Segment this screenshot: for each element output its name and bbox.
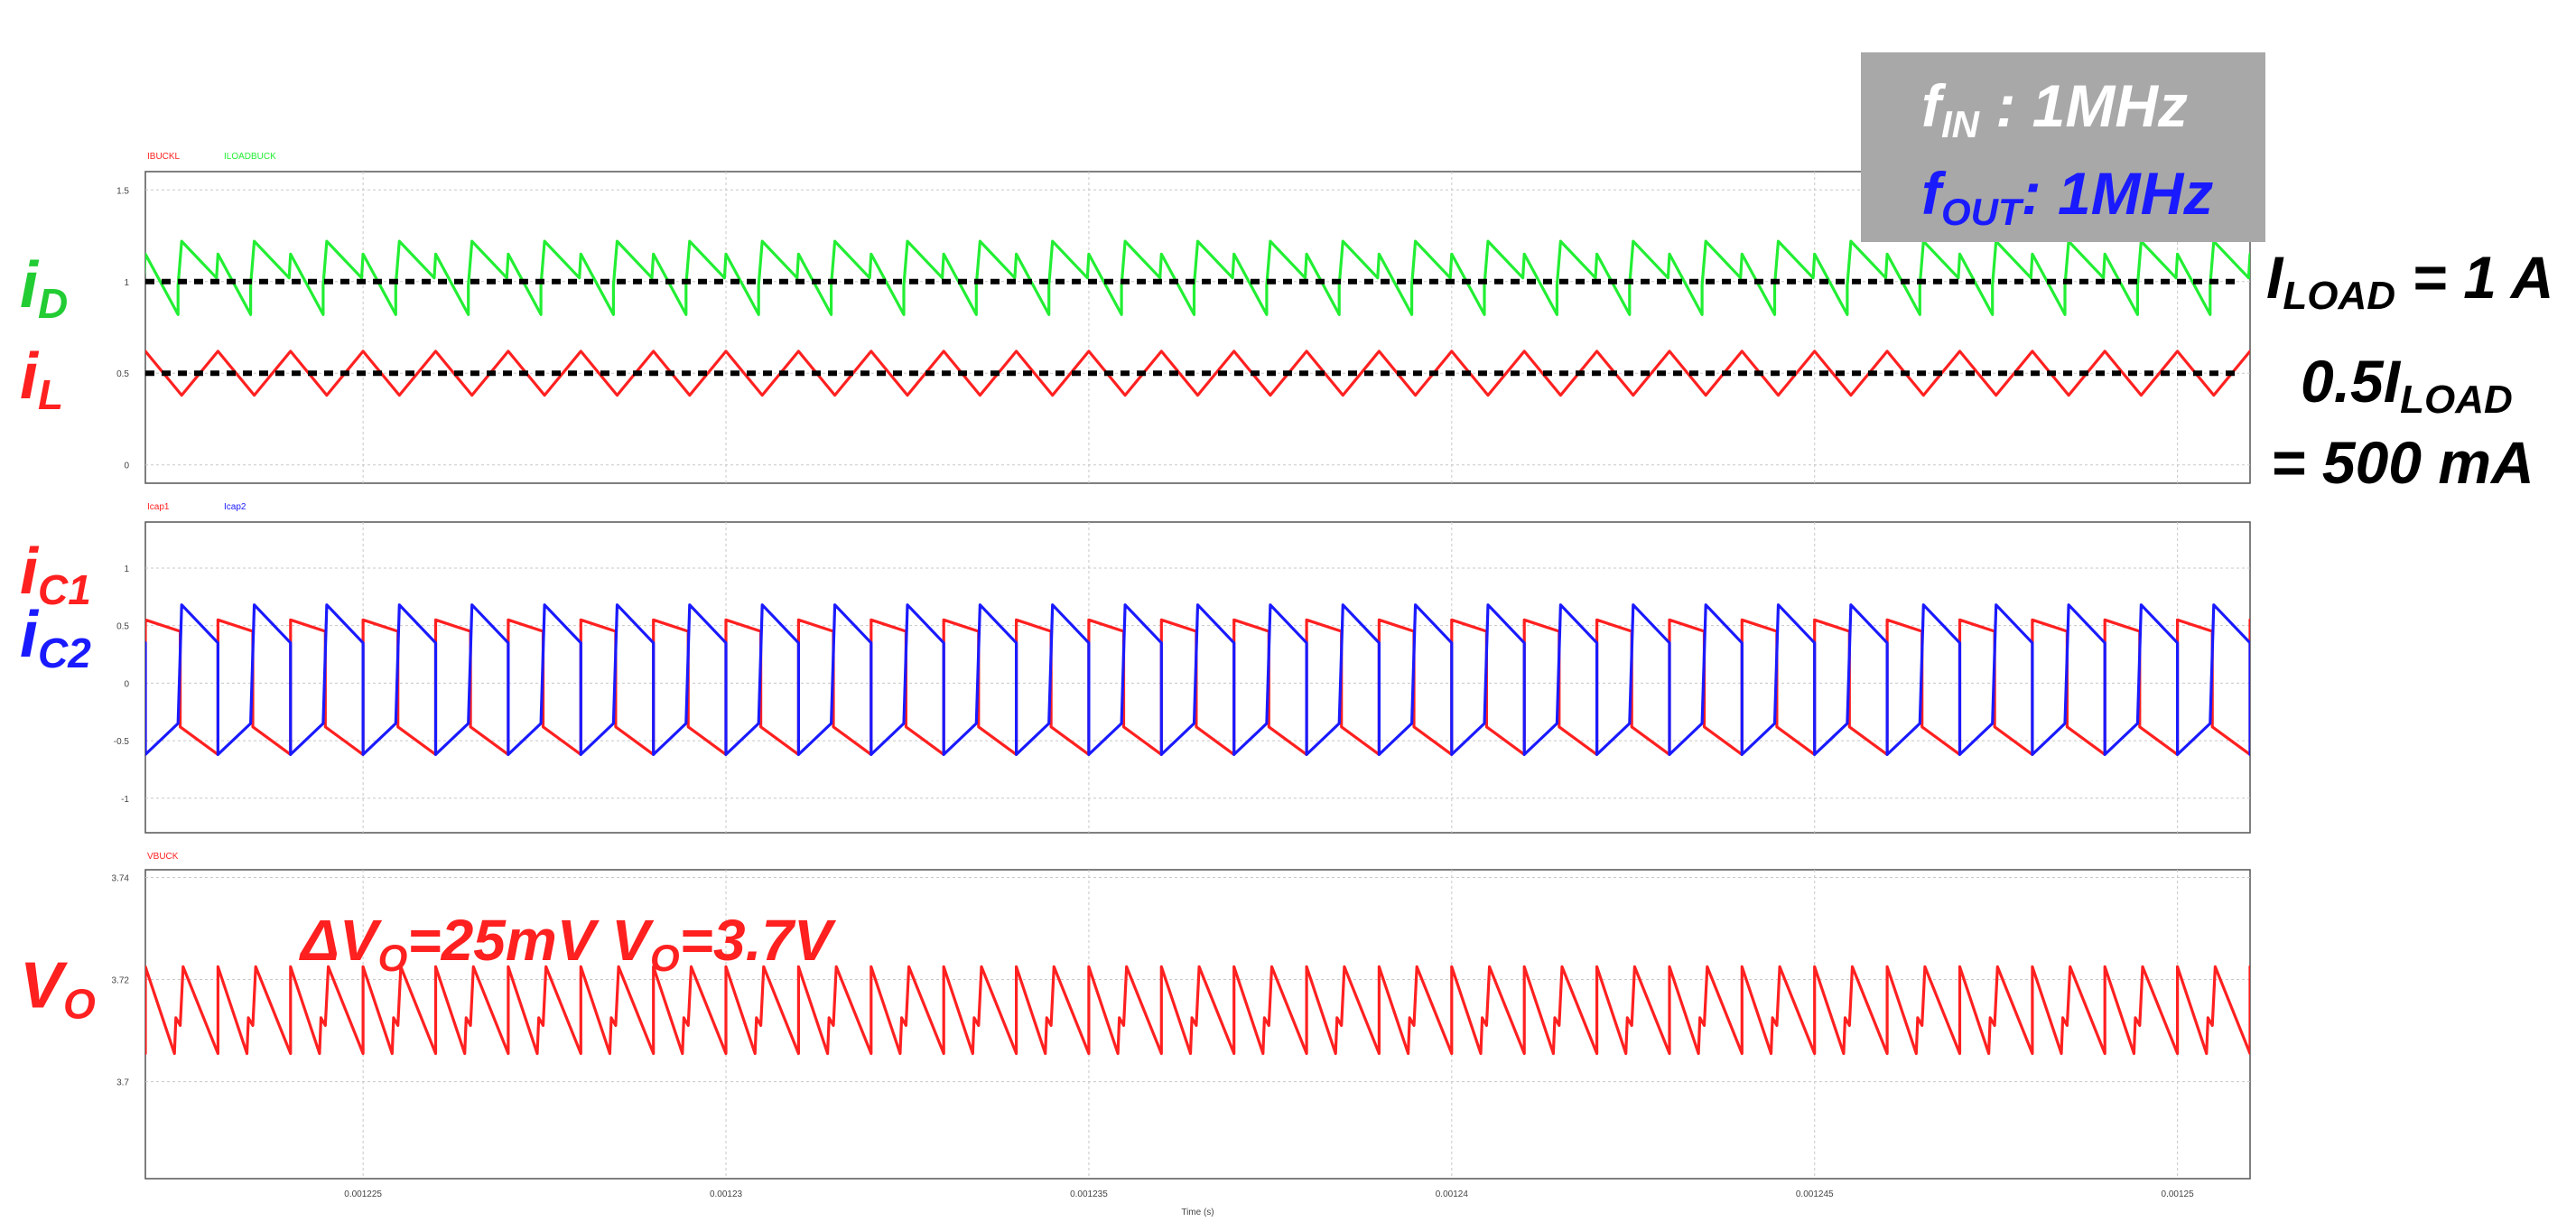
load-sub: LOAD <box>2283 274 2395 318</box>
frequency-info-box <box>1861 52 2265 242</box>
side-label-vo: VO <box>20 949 96 1027</box>
side-label-main: i <box>20 599 40 671</box>
series-iloadbuck <box>145 239 2250 316</box>
info-rest: : 1MHz <box>2022 160 2214 227</box>
side-label-sub: C1 <box>38 566 91 613</box>
side-label-main: i <box>20 536 40 608</box>
y-tick-label: -1 <box>121 795 129 805</box>
y-tick-label: 0 <box>124 462 129 471</box>
x-tick-label: 0.001225 <box>344 1189 382 1199</box>
y-tick-label: 1 <box>124 278 129 288</box>
annotation-part: =3.7V <box>680 908 837 973</box>
y-tick-label: 1.5 <box>116 186 129 196</box>
y-tick-label: 1 <box>124 564 129 574</box>
side-label-ic2: iC2 <box>20 599 91 676</box>
y-tick-label: 3.72 <box>112 976 130 986</box>
info-sub: IN <box>1941 103 1981 145</box>
annotation-part: ΔV <box>299 908 383 973</box>
legend-entry-iloadbuck: ILOADBUCK <box>224 152 276 162</box>
y-tick-label: -0.5 <box>114 737 130 747</box>
x-tick-label: 0.00124 <box>1436 1189 1469 1199</box>
x-tick-label: 0.00123 <box>710 1189 743 1199</box>
y-tick-label: 0 <box>124 679 129 689</box>
info-line2: fOUT: 1MHz <box>1921 160 2213 233</box>
half-load-sub: LOAD <box>2400 378 2513 422</box>
side-label-ic1: iC1 <box>20 536 91 613</box>
half-load-main: 0.5I <box>2301 348 2402 415</box>
legend-entry-ibuckl: IBUCKL <box>147 152 181 162</box>
legend-entry-icap1: Icap1 <box>147 502 170 512</box>
load-main: I <box>2266 244 2284 311</box>
side-label-sub: D <box>38 280 68 327</box>
side-label-main: i <box>20 340 40 413</box>
side-label-main: i <box>20 249 40 322</box>
annotation-part: =25mV V <box>407 908 655 973</box>
y-tick-label: 3.7 <box>116 1078 129 1088</box>
x-tick-label: 0.001245 <box>1796 1189 1834 1199</box>
x-axis-label: Time (s) <box>1181 1208 1214 1217</box>
y-tick-label: 0.5 <box>116 369 129 379</box>
half-load-label: 0.5ILOAD <box>2301 348 2513 422</box>
legend-entry-vbuck: VBUCK <box>147 852 179 862</box>
x-tick-label: 0.001235 <box>1070 1189 1108 1199</box>
x-tick-label: 0.00125 <box>2162 1189 2195 1199</box>
half-load-value: = 500 mA <box>2271 429 2534 496</box>
load-current-label: ILOAD = 1 A <box>2266 244 2553 318</box>
side-label-sub: C2 <box>38 630 91 676</box>
y-tick-label: 3.74 <box>112 873 130 883</box>
info-line1: fIN : 1MHz <box>1921 72 2188 145</box>
legend-entry-icap2: Icap2 <box>224 502 246 512</box>
annotation-sub: O <box>378 937 408 979</box>
side-label-id: iD <box>20 249 68 327</box>
ripple-annotation: ΔVO=25mV VO=3.7V <box>299 908 837 979</box>
info-rest: : 1MHz <box>1979 72 2188 139</box>
side-label-main: V <box>20 949 69 1021</box>
series-vbuck <box>145 965 2250 1056</box>
side-label-sub: O <box>63 980 96 1027</box>
y-tick-label: 0.5 <box>116 622 129 632</box>
side-label-il: iL <box>20 340 63 418</box>
info-sub: OUT <box>1941 191 2024 233</box>
series-icap2 <box>145 603 2250 757</box>
load-rest: = 1 A <box>2395 244 2553 311</box>
annotation-sub: O <box>650 937 680 979</box>
series-ibuckl <box>145 350 2250 397</box>
side-label-sub: L <box>38 371 63 418</box>
